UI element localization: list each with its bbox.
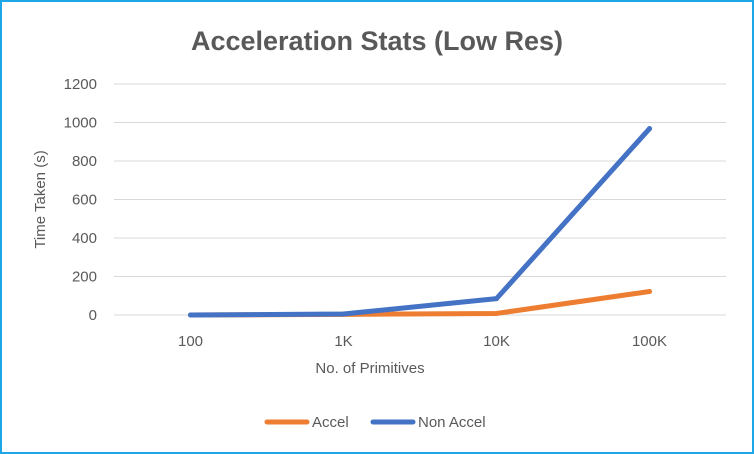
data-point [494, 296, 499, 302]
y-tick-label: 800 [72, 153, 97, 170]
gridlines [114, 83, 726, 316]
y-tick-label: 1000 [64, 115, 97, 132]
y-axis-label: Time Taken (s) [32, 150, 49, 248]
data-point [647, 126, 652, 132]
data-point [494, 310, 499, 316]
x-tick-labels: 100 1K 10K 100K [178, 333, 667, 350]
data-point [341, 311, 346, 317]
x-tick-label: 10K [483, 333, 510, 350]
series-line-non-accel [188, 126, 652, 318]
x-tick-label: 100 [178, 333, 203, 350]
series-line-accel [188, 289, 652, 318]
x-axis-label: No. of Primitives [315, 360, 424, 377]
x-tick-label: 100K [632, 333, 667, 350]
legend: Accel Non Accel [264, 414, 486, 431]
x-tick-label: 1K [334, 333, 352, 350]
y-tick-label: 200 [72, 269, 97, 286]
y-tick-label: 400 [72, 230, 97, 247]
data-point [188, 312, 193, 318]
data-point [647, 289, 652, 295]
y-tick-label: 1200 [64, 76, 97, 93]
y-tick-label: 600 [72, 192, 97, 209]
chart-title: Acceleration Stats (Low Res) [191, 26, 563, 56]
legend-label: Accel [312, 414, 349, 431]
y-tick-labels: 0 200 400 600 800 1000 1200 [64, 76, 97, 324]
series-lines [188, 126, 652, 318]
y-tick-label: 0 [89, 307, 97, 324]
legend-label: Non Accel [418, 414, 486, 431]
